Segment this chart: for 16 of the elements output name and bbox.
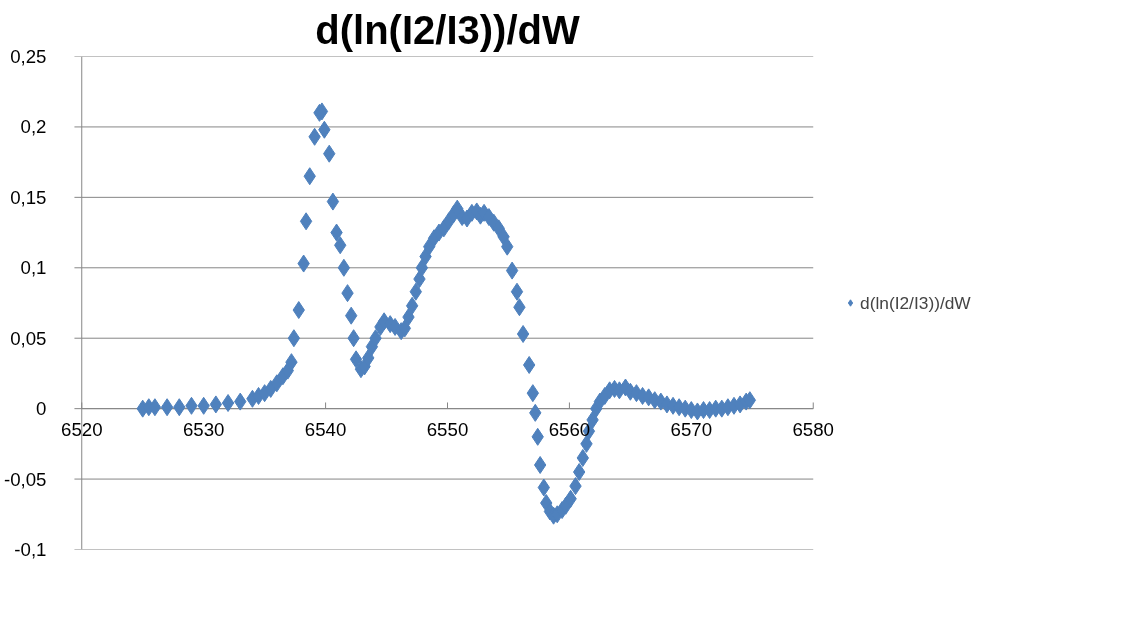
y-tick-label: 0,1 xyxy=(20,257,47,279)
x-tick-label: 6540 xyxy=(304,418,347,440)
chart-title: d(ln(I2/I3))/dW xyxy=(315,7,580,52)
y-tick-label: -0,05 xyxy=(3,468,47,490)
x-tick-label: 6520 xyxy=(61,418,103,440)
y-tick-label: -0,1 xyxy=(14,539,47,560)
x-tick-label: 6580 xyxy=(792,418,834,440)
legend-label: d(ln(I2/I3))/dW xyxy=(860,292,971,313)
x-tick-label: 6530 xyxy=(182,418,225,440)
y-tick-label: 0,2 xyxy=(20,116,47,138)
x-tick-label: 6550 xyxy=(426,418,469,440)
y-tick-label: 0,25 xyxy=(10,46,47,67)
x-tick-label: 6570 xyxy=(670,418,713,440)
y-tick-label: 0 xyxy=(36,398,47,420)
y-tick-label: 0,15 xyxy=(10,186,47,208)
y-tick-label: 0,05 xyxy=(10,327,47,349)
